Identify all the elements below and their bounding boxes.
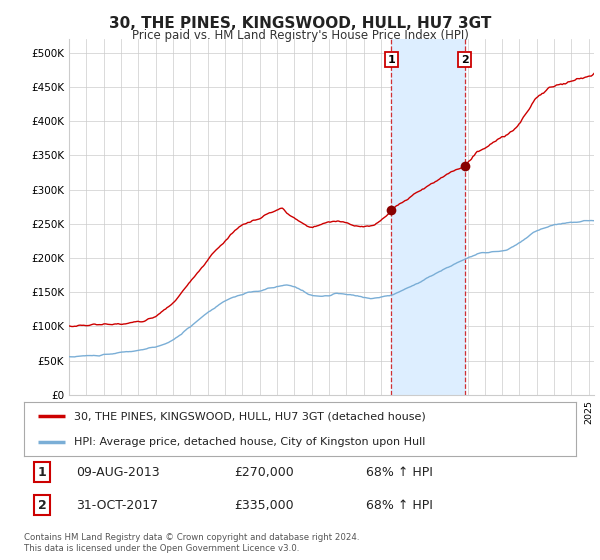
- Text: Contains HM Land Registry data © Crown copyright and database right 2024.
This d: Contains HM Land Registry data © Crown c…: [24, 533, 359, 553]
- Text: 31-OCT-2017: 31-OCT-2017: [76, 498, 158, 512]
- Text: 09-AUG-2013: 09-AUG-2013: [76, 465, 160, 479]
- Text: 68% ↑ HPI: 68% ↑ HPI: [366, 498, 433, 512]
- Text: £270,000: £270,000: [234, 465, 293, 479]
- Text: 1: 1: [388, 55, 395, 65]
- Text: Price paid vs. HM Land Registry's House Price Index (HPI): Price paid vs. HM Land Registry's House …: [131, 29, 469, 42]
- Text: 68% ↑ HPI: 68% ↑ HPI: [366, 465, 433, 479]
- Text: 2: 2: [38, 498, 47, 512]
- Text: 30, THE PINES, KINGSWOOD, HULL, HU7 3GT (detached house): 30, THE PINES, KINGSWOOD, HULL, HU7 3GT …: [74, 412, 425, 421]
- Text: 1: 1: [38, 465, 47, 479]
- Text: 30, THE PINES, KINGSWOOD, HULL, HU7 3GT: 30, THE PINES, KINGSWOOD, HULL, HU7 3GT: [109, 16, 491, 31]
- Text: HPI: Average price, detached house, City of Kingston upon Hull: HPI: Average price, detached house, City…: [74, 437, 425, 446]
- Text: £335,000: £335,000: [234, 498, 293, 512]
- Text: 2: 2: [461, 55, 469, 65]
- Bar: [391, 39, 464, 395]
